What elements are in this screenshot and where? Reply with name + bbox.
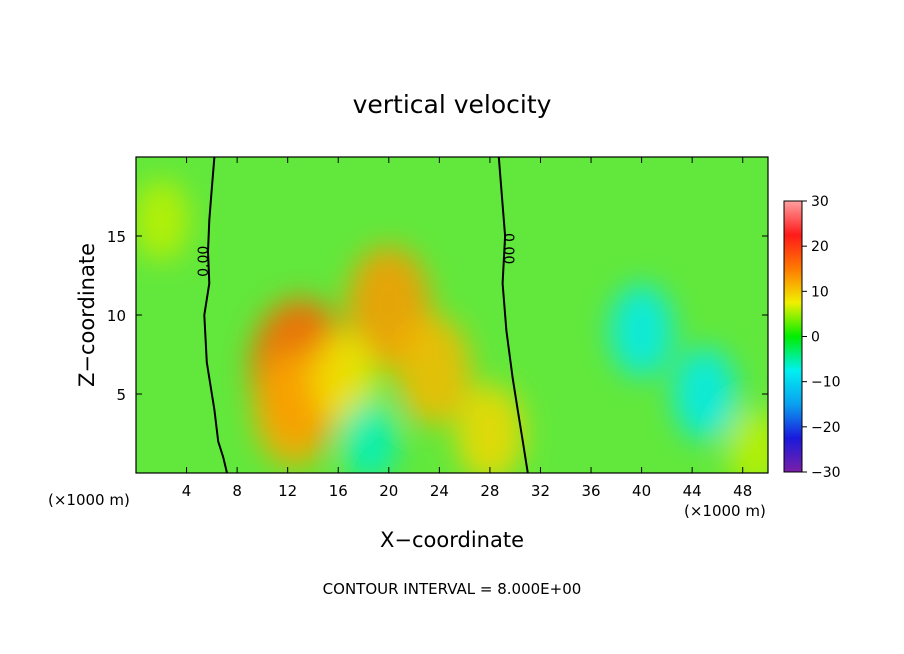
chart-title: vertical velocity	[353, 90, 552, 119]
x-tick-label: 28	[480, 482, 499, 500]
colorbar: 30 20 10 0 −10 −20 −30	[783, 194, 841, 481]
contour-label: 0.00	[196, 246, 212, 277]
zero-contour-center	[497, 157, 529, 473]
field-feature	[672, 347, 737, 441]
x-tick-label: 32	[531, 482, 550, 500]
x-tick-label: 24	[430, 482, 449, 500]
field-feature	[341, 400, 398, 473]
colorbar-tick-label: 20	[811, 239, 829, 255]
field-feature	[312, 331, 377, 425]
field-background	[136, 157, 768, 473]
colorbar-tick-label: 0	[811, 330, 820, 346]
colorbar-tick-label: −30	[811, 465, 841, 481]
colorbar-tick-label: −20	[811, 420, 841, 436]
field-feature	[609, 284, 674, 378]
x-tick-label: 4	[182, 482, 192, 500]
x-axis-ticks: 4 8 12 16 20 24 28 32 36 40 44 48	[182, 157, 752, 500]
colorbar-tick-label: 10	[811, 284, 829, 300]
x-tick-label: 8	[232, 482, 242, 500]
x-tick-label: 12	[278, 482, 297, 500]
field-feature	[455, 384, 524, 473]
field-feature	[395, 315, 472, 426]
x-axis-label: X−coordinate	[380, 528, 524, 552]
x-unit-left: (×1000 m)	[48, 491, 130, 509]
x-tick-label: 36	[581, 482, 600, 500]
x-tick-label: 20	[379, 482, 398, 500]
y-axis-ticks: 5 10 15	[107, 228, 768, 404]
x-unit-right: (×1000 m)	[684, 502, 766, 520]
field-feature	[727, 408, 768, 473]
x-tick-label: 48	[733, 482, 752, 500]
y-tick-label: 10	[107, 307, 126, 325]
y-axis-label: Z−coordinate	[75, 243, 99, 387]
footer-contour-interval: CONTOUR INTERVAL = 8.000E+00	[323, 580, 582, 598]
plot-area	[136, 157, 768, 473]
x-tick-label: 44	[683, 482, 702, 500]
colorbar-tick-label: 30	[811, 194, 829, 210]
field-features	[136, 179, 768, 473]
colorbar-ticks: 30 20 10 0 −10 −20 −30	[802, 194, 841, 481]
field-feature	[136, 179, 190, 261]
contour-labels: 0.00 0.00	[196, 233, 516, 277]
y-tick-label: 15	[107, 228, 126, 246]
x-tick-label: 40	[632, 482, 651, 500]
y-tick-label: 5	[116, 386, 126, 404]
colorbar-bar	[783, 200, 803, 473]
zero-contours	[203, 157, 529, 473]
x-tick-label: 16	[329, 482, 348, 500]
zero-contour-left	[203, 157, 228, 473]
contour-label: 0.00	[500, 233, 516, 264]
colorbar-tick-label: −10	[811, 375, 841, 391]
